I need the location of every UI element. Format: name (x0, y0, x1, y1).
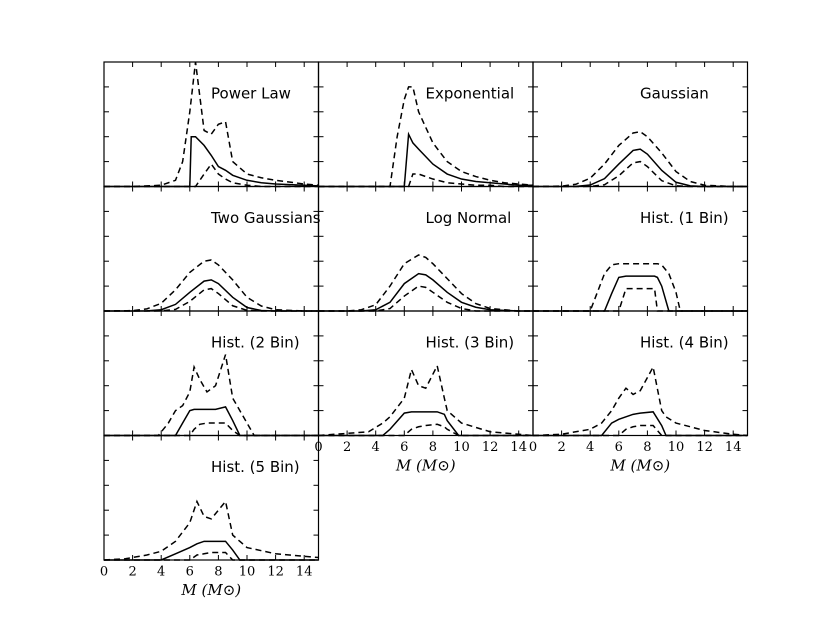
x-tick-label: 0 (529, 440, 537, 455)
line (104, 422, 319, 437)
x-tick-label: 10 (668, 440, 685, 455)
line (532, 130, 748, 188)
panel-frame (317, 185, 534, 312)
x-axis-label: M (M⊙) (609, 457, 670, 475)
line (318, 272, 533, 312)
x-tick-label: 12 (696, 440, 713, 455)
line (104, 162, 319, 188)
panel-title: Hist. (4 Bin) (640, 334, 729, 352)
panel-title: Power Law (211, 85, 291, 103)
line (533, 262, 748, 312)
x-axis-label: M (M⊙) (395, 457, 456, 475)
x-tick-label: 14 (296, 565, 313, 580)
line (103, 259, 319, 312)
x-tick-label: 10 (453, 440, 470, 455)
line (318, 86, 534, 188)
line (318, 363, 534, 437)
panel-title: Gaussian (640, 85, 709, 103)
panel-frame (103, 434, 320, 561)
panel-title: Log Normal (426, 209, 512, 227)
x-tick-label: 8 (214, 565, 222, 580)
panel-title: Exponential (426, 85, 515, 103)
line (533, 287, 748, 312)
x-tick-label: 2 (343, 440, 351, 455)
panel-title: Hist. (3 Bin) (426, 334, 515, 352)
line (104, 61, 319, 188)
line (318, 173, 533, 188)
panel-frame (103, 310, 320, 437)
panel-frame (532, 185, 749, 312)
x-tick-label: 6 (186, 565, 194, 580)
line (318, 285, 533, 312)
line (104, 287, 319, 312)
x-tick-label: 12 (267, 565, 284, 580)
x-tick-label: 8 (643, 440, 651, 455)
panel-title: Hist. (1 Bin) (640, 209, 729, 227)
x-tick-label: 10 (239, 565, 256, 580)
panel-title: Hist. (5 Bin) (211, 458, 300, 476)
line (104, 135, 319, 188)
x-tick-label: 14 (510, 440, 527, 455)
x-tick-label: 2 (128, 565, 136, 580)
x-tick-label: 2 (557, 440, 565, 455)
panel-frame (103, 185, 320, 312)
panel-frame (317, 310, 534, 437)
x-tick-label: 12 (482, 440, 499, 455)
panel-frame (532, 310, 749, 437)
line (533, 275, 748, 312)
panel-frame (103, 61, 320, 188)
x-tick-label: 8 (429, 440, 437, 455)
line (103, 499, 319, 561)
line (318, 254, 533, 312)
line (533, 160, 748, 188)
x-tick-label: 0 (100, 565, 108, 580)
line (533, 148, 748, 188)
x-axis-label: M (M⊙) (180, 581, 241, 599)
line (104, 279, 319, 312)
line (104, 354, 319, 437)
panel-title: Hist. (2 Bin) (211, 334, 300, 352)
x-tick-label: 4 (586, 440, 594, 455)
x-tick-label: 4 (157, 565, 165, 580)
x-tick-label: 4 (372, 440, 380, 455)
panel-frame (532, 61, 749, 188)
x-tick-label: 6 (400, 440, 408, 455)
x-tick-label: 14 (725, 440, 742, 455)
panel-frame (317, 61, 534, 188)
panel-title: Two Gaussians (210, 209, 321, 227)
line (318, 131, 533, 188)
line (532, 364, 748, 437)
x-tick-label: 6 (615, 440, 623, 455)
line (104, 405, 319, 437)
